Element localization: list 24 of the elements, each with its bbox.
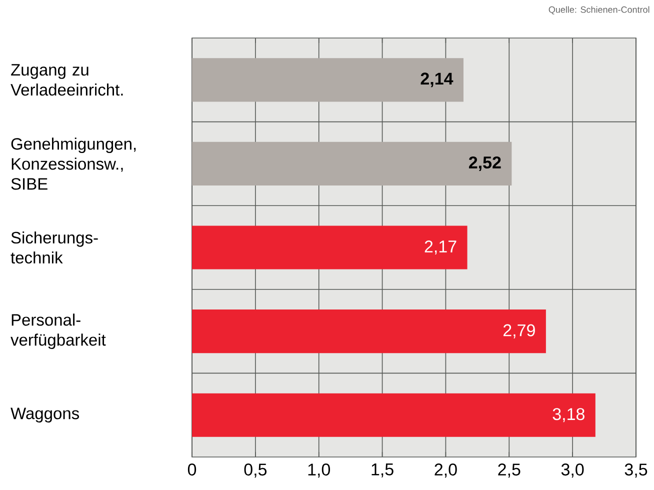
data-label: 2,14 bbox=[420, 72, 454, 88]
x-tick-label: 1,5 bbox=[372, 464, 394, 478]
x-tick-label: 0,5 bbox=[244, 464, 267, 478]
y-tick-label: Personal-verfügbarkeit bbox=[10, 314, 106, 349]
x-tick-label: 2,5 bbox=[498, 464, 520, 478]
data-label: 2,79 bbox=[504, 324, 535, 338]
y-tick-label: Waggons bbox=[10, 408, 80, 422]
source-note: Quelle: Schienen-Control bbox=[548, 6, 650, 14]
bar bbox=[192, 310, 546, 354]
bar bbox=[192, 393, 596, 437]
data-label: 2,17 bbox=[424, 240, 456, 255]
data-label: 3,18 bbox=[552, 408, 584, 422]
bar bbox=[192, 142, 512, 186]
x-tick-label: 2,0 bbox=[434, 464, 457, 478]
x-tick-label: 3,5 bbox=[624, 464, 648, 478]
data-label: 2,52 bbox=[468, 156, 501, 171]
bar bbox=[192, 58, 464, 102]
x-tick-label: 0 bbox=[188, 464, 196, 476]
y-tick-label: Sicherungs-technik bbox=[10, 231, 98, 264]
y-tick-label: Genehmigungen, Konzessionsw., SIBE bbox=[11, 138, 136, 190]
y-tick-label: Zugang zu Verladeeinricht. bbox=[10, 64, 123, 96]
x-tick-label: 3,0 bbox=[561, 464, 584, 478]
bar bbox=[192, 226, 468, 270]
x-tick-label: 1,0 bbox=[308, 464, 330, 478]
